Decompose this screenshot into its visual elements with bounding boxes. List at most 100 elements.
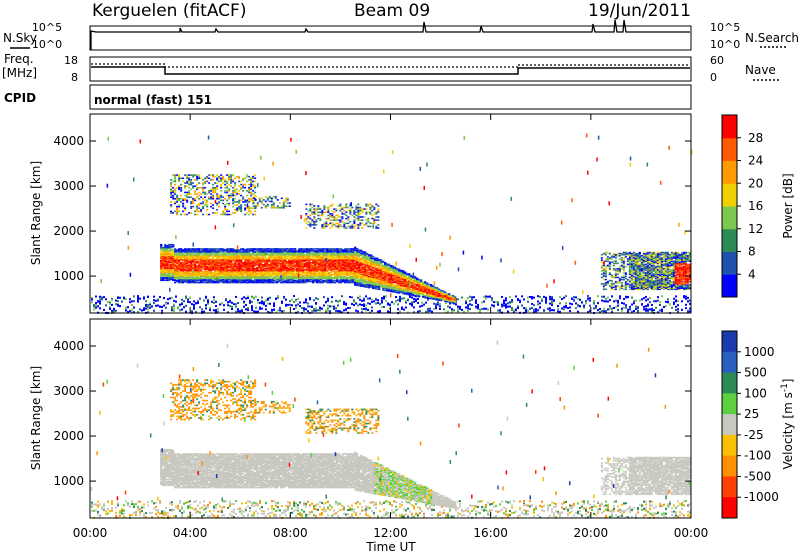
power-cell [356,248,358,249]
power-cell [637,306,639,308]
power-cell [264,248,266,249]
power-cell [165,302,167,304]
power-cell [172,244,174,245]
power-cell [380,268,382,269]
power-cell [396,292,398,293]
power-cell [515,295,517,297]
power-cell [288,258,290,259]
power-cell [475,302,477,304]
power-cell [258,270,260,271]
power-cell [429,308,431,310]
power-cell [227,304,229,306]
power-cell [539,302,541,304]
power-cell [428,298,430,299]
power-cell [262,257,264,258]
power-cell [557,305,559,307]
power-cell [196,261,198,262]
station-title: Kerguelen (fitACF) [92,1,246,21]
power-cell [252,256,254,257]
power-cell [647,310,649,312]
power-cell [362,271,364,272]
power-cell [563,308,565,310]
power-cell [278,267,280,268]
power-cell [477,304,479,306]
power-cell [199,298,201,300]
power-cell [371,301,373,303]
power-cell [645,308,647,310]
power-cell [505,303,507,305]
power-cell [365,304,367,306]
power-cell [172,279,174,280]
power-cell [425,302,427,304]
power-cell [312,258,314,259]
power-cell [374,271,376,272]
power-cell [286,250,288,251]
power-cell [337,301,339,303]
power-cell [192,264,194,265]
power-cell [575,307,577,309]
power-cell [248,248,250,249]
power-cell [651,308,653,310]
power-cell [543,310,545,312]
power-cell [131,304,133,306]
power-cell [527,310,529,312]
power-cell [417,298,419,300]
power-cell [385,295,387,297]
power-cell [222,253,224,254]
power-cell [381,299,383,301]
power-cell [362,279,364,280]
power-cell [202,248,204,249]
power-cell [362,284,364,285]
power-cell [445,302,447,304]
power-cell [387,311,389,313]
power-cell [368,272,370,273]
power-cell [371,299,373,301]
power-cell [230,274,232,275]
power-cell [257,302,259,304]
power-cell [667,298,669,300]
power-cell [501,306,503,308]
power-cell [509,301,511,303]
power-cell [117,305,119,307]
power-cell [369,303,371,305]
power-cell [215,301,217,303]
power-cell [366,281,368,282]
power-cell [318,248,320,249]
power-cell [304,254,306,255]
power-cell [216,273,218,274]
power-cell [685,296,687,298]
power-cell [338,259,340,260]
power-cell [421,305,423,307]
power-cell [286,248,288,249]
power-cell [300,274,302,275]
power-cell [91,299,93,301]
power-cell [237,302,239,304]
power-cell [376,288,378,289]
power-cell [521,295,523,297]
power-cell [649,297,651,299]
power-cell [312,248,314,249]
noise-right-tick-high: 10^5 [710,21,740,34]
power-cell [551,300,553,302]
power-cell [545,300,547,302]
power-cell [294,280,296,281]
power-cell [304,277,306,278]
power-cell [384,285,386,286]
power-cell [260,248,262,249]
power-cell [364,284,366,285]
power-cell [653,300,655,302]
power-cell [185,311,187,313]
freq-left-tick-high: 18 [64,54,78,67]
power-cell [431,311,433,313]
power-cell [340,263,342,264]
power-cell [306,272,308,273]
power-cell [194,277,196,278]
power-cell [329,305,331,307]
power-cell [176,265,178,266]
power-cell [322,248,324,249]
power-cell [190,273,192,274]
power-cell [278,265,280,266]
power-cell [469,296,471,298]
power-cell [129,298,131,300]
power-cell [372,256,374,257]
